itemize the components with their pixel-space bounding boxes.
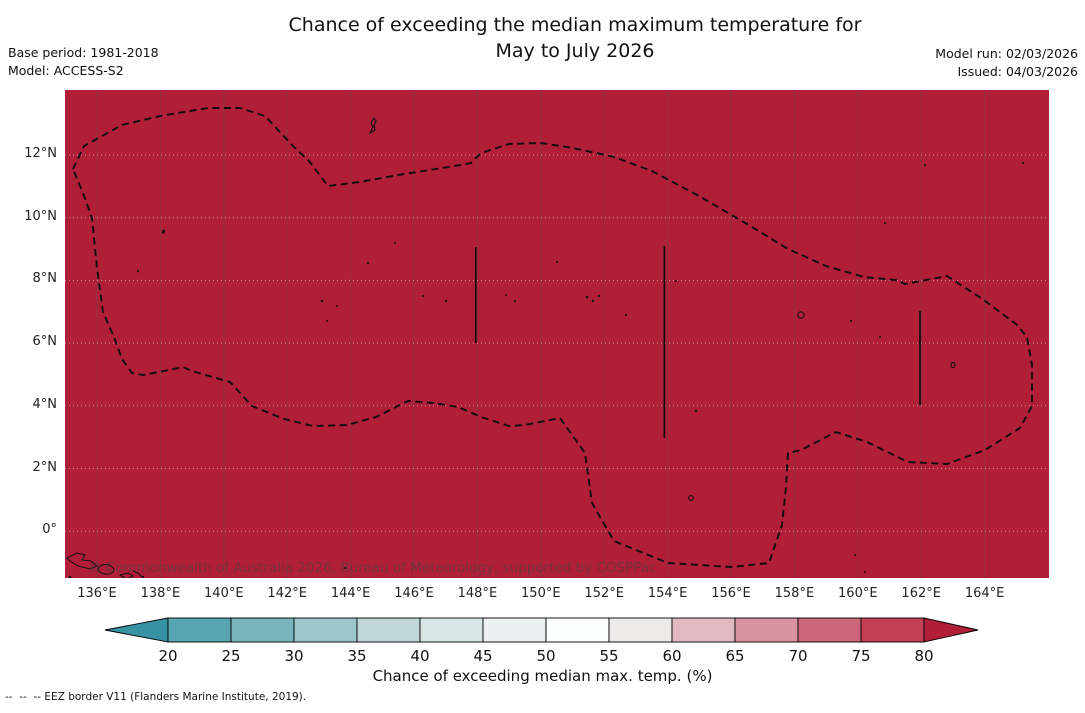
y-tick-label: 12°N — [24, 146, 57, 161]
issued-label: Issued: 04/03/2026 — [957, 64, 1079, 79]
colorbar-segment — [419, 617, 484, 643]
colorbar-segment — [482, 617, 547, 643]
title-line-1: Chance of exceeding the median maximum t… — [288, 14, 862, 36]
colorbar-tick-labels: 20 25 30 35 40 45 50 55 60 65 70 75 80 — [158, 647, 933, 665]
x-tick-label: 150°E — [521, 586, 561, 601]
y-tick-label: 6°N — [32, 334, 58, 350]
latitude-gridlines — [65, 154, 1049, 532]
colorbar-tick-label: 75 — [851, 647, 870, 665]
y-tick-label: 8°N — [32, 271, 58, 287]
colorbar-segment — [734, 617, 799, 643]
colorbar-tick-label: 80 — [914, 647, 933, 665]
colorbar-segment — [671, 617, 736, 643]
island-pohnpei — [797, 311, 805, 319]
colorbar-segment — [167, 617, 232, 643]
colorbar-arrow-left — [104, 617, 169, 643]
y-tick-label: 0° — [42, 522, 57, 538]
colorbar-segments — [167, 617, 925, 643]
x-tick-label: 158°E — [774, 586, 815, 601]
x-tick-label: 152°E — [584, 586, 624, 601]
title-line-2: May to July 2026 — [495, 40, 655, 62]
x-tick-label: 162°E — [901, 586, 941, 601]
colorbar-arrow-right — [923, 617, 979, 643]
x-tick-label: 148°E — [457, 586, 498, 601]
x-tick-label: 146°E — [394, 586, 434, 601]
map-background — [65, 90, 1049, 578]
x-tick-label: 136°E — [77, 586, 117, 601]
colorbar-segment — [293, 617, 358, 643]
x-tick-label: 156°E — [711, 586, 751, 601]
colorbar-tick-label: 25 — [221, 647, 240, 665]
colorbar-tick-label: 60 — [662, 647, 681, 665]
meta-left: Base period: 1981-2018 Model: ACCESS-S2 — [8, 44, 159, 80]
x-tick-label: 154°E — [647, 586, 688, 601]
x-tick-label: 160°E — [838, 586, 878, 601]
x-tick-label: 142°E — [267, 586, 307, 601]
x-tick-label: 138°E — [140, 586, 181, 601]
longitude-gridlines — [96, 90, 986, 578]
copyright-watermark: © Commonwealth of Australia 2026, Bureau… — [88, 560, 656, 576]
x-tick-label: 140°E — [204, 586, 244, 601]
colorbar-tick-label: 40 — [410, 647, 429, 665]
island-guam — [368, 116, 377, 135]
colorbar-tick-label: 55 — [599, 647, 618, 665]
colorbar-segment — [230, 617, 295, 643]
colorbar-tick-label: 50 — [536, 647, 555, 665]
map-canvas: © Commonwealth of Australia 2026, Bureau… — [65, 90, 1049, 578]
coastline-fragments — [66, 552, 143, 578]
y-tick-label: 10°N — [24, 208, 57, 224]
colorbar-tick-label: 30 — [284, 647, 303, 665]
island-kapingamarangi — [688, 495, 694, 501]
colorbar-segment — [545, 617, 610, 643]
colorbar-tick-label: 35 — [347, 647, 366, 665]
y-tick-label: 2°N — [32, 459, 58, 475]
meta-right: Model run: 02/03/2026 Issued: 04/03/2026 — [935, 45, 1078, 81]
colorbar-tick-label: 20 — [158, 647, 177, 665]
model-run-label: Model run: 02/03/2026 — [935, 46, 1078, 61]
colorbar-segment — [860, 617, 925, 643]
colorbar: 20 25 30 35 40 45 50 55 60 65 70 75 80 — [104, 617, 979, 665]
eez-sector-dividers — [474, 246, 921, 438]
page-title: Chance of exceeding the median maximum t… — [65, 12, 1085, 64]
island-markers — [68, 116, 1025, 578]
colorbar-segment — [356, 617, 421, 643]
colorbar-tick-label: 70 — [788, 647, 807, 665]
x-tick-label: 164°E — [964, 586, 1005, 601]
colorbar-tick-label: 65 — [725, 647, 744, 665]
colorbar-segment — [797, 617, 862, 643]
colorbar-tick-label: 45 — [473, 647, 492, 665]
eez-footnote: -- -- -- EEZ border V11 (Flanders Marine… — [5, 691, 307, 703]
x-tick-label: 144°E — [330, 586, 371, 601]
y-tick-label: 4°N — [32, 396, 58, 412]
model-label: Model: ACCESS-S2 — [8, 63, 124, 78]
base-period-label: Base period: 1981-2018 — [8, 45, 159, 60]
island-kosrae — [950, 361, 956, 369]
colorbar-segment — [608, 617, 673, 643]
colorbar-caption: Chance of exceeding median max. temp. (%… — [372, 667, 713, 685]
